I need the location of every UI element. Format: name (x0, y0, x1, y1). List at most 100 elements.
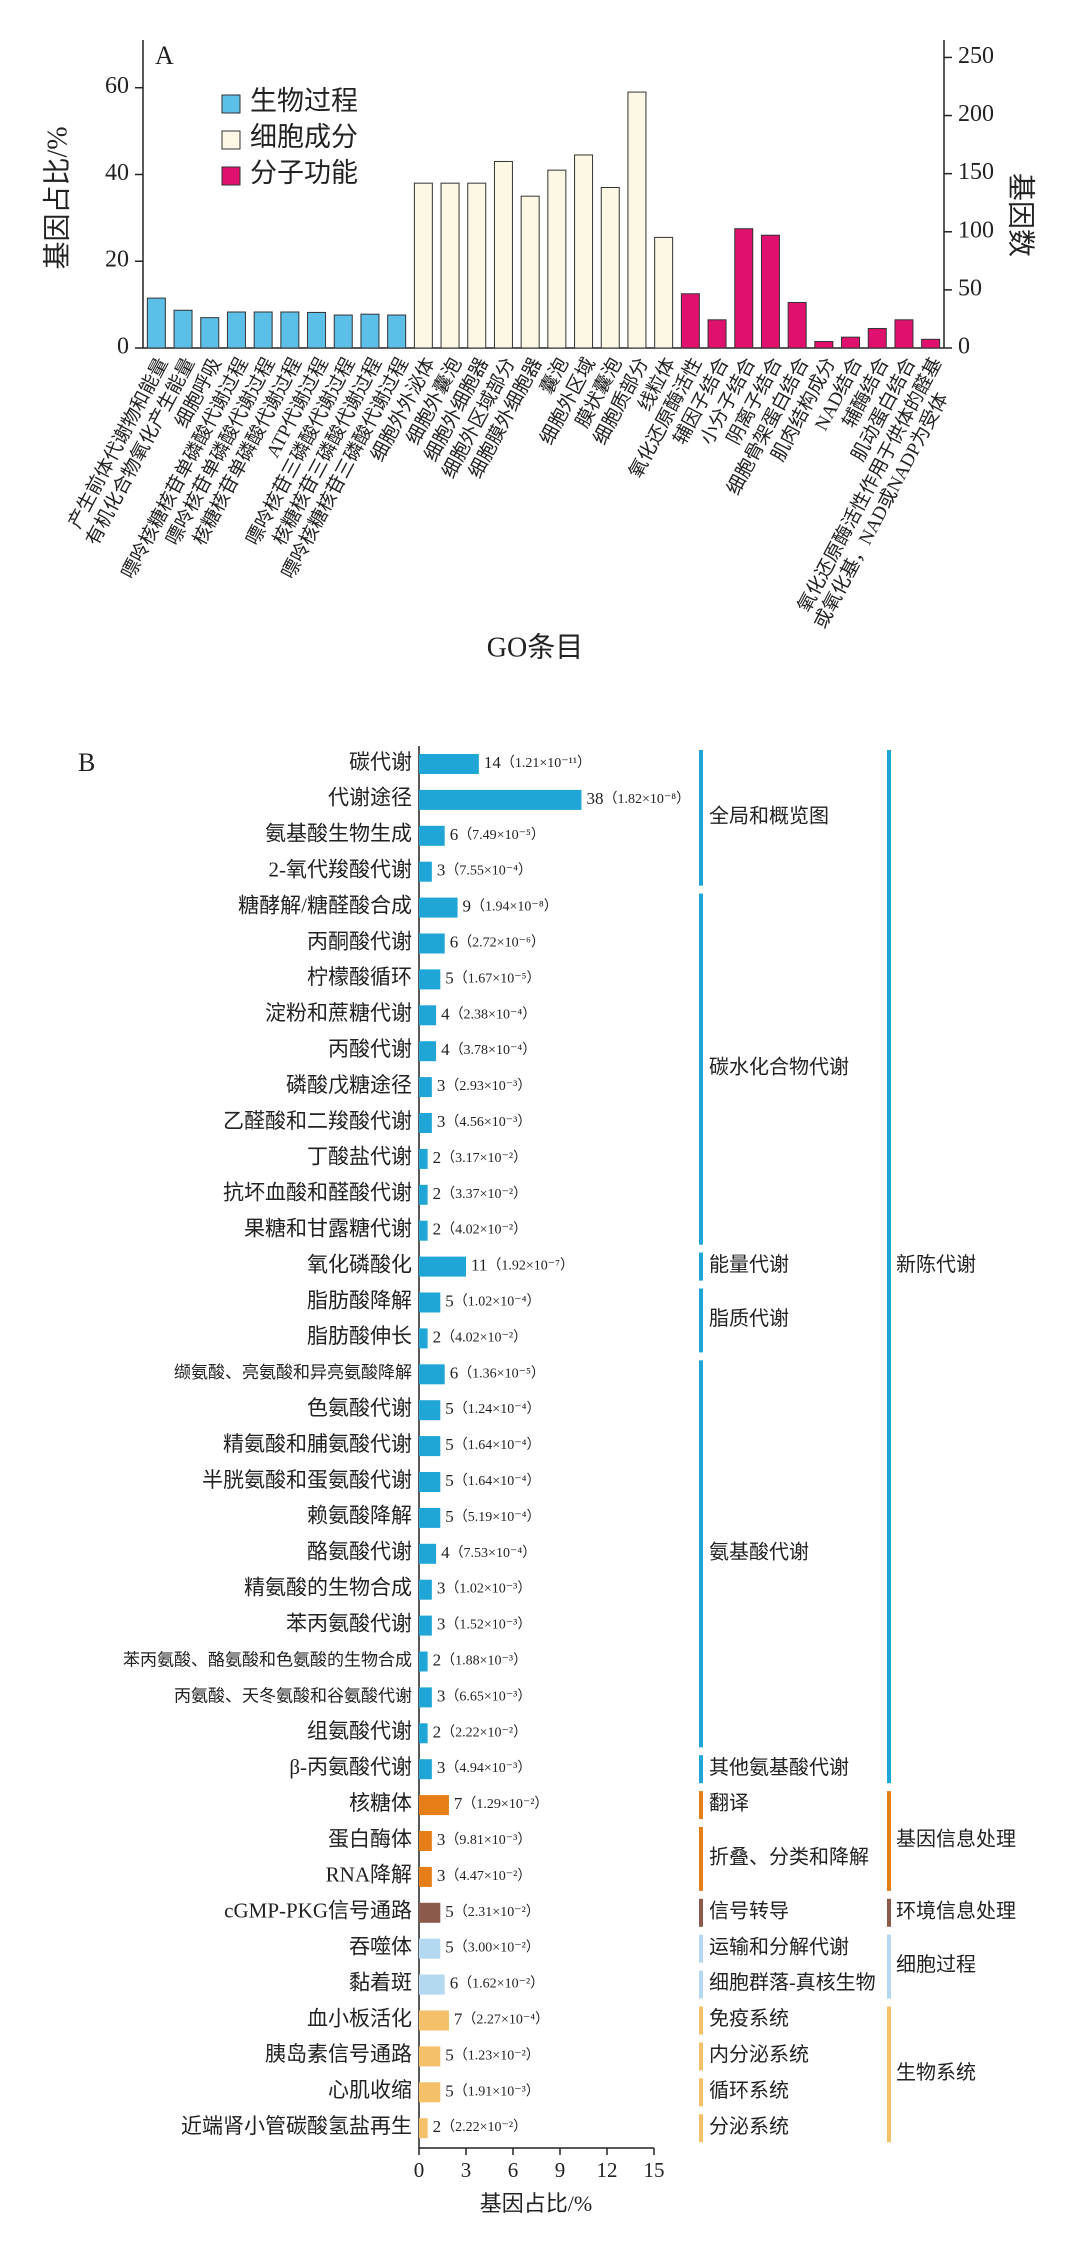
bar-annotation: 11（1.92×10⁻⁷） (471, 1256, 574, 1275)
legend-swatch (221, 94, 241, 114)
bar (419, 1041, 437, 1062)
bar-annotation: 3（1.52×10⁻³） (437, 1615, 531, 1634)
p-value: （4.56×10⁻³） (445, 1114, 531, 1130)
bar (333, 314, 353, 349)
bar (253, 311, 273, 349)
category-label: 苯丙氨酸代谢 (286, 1611, 412, 1635)
bar (419, 1400, 441, 1421)
category-label: 精氨酸和脯氨酸代谢 (223, 1432, 412, 1456)
subgroup-label: 信号转导 (709, 1899, 789, 1922)
category-label: 色氨酸代谢 (307, 1396, 412, 1420)
bar-annotation: 5（1.23×10⁻²） (445, 2045, 539, 2064)
category-label: 半胱氨酸和蛋氨酸代谢 (202, 1468, 412, 1492)
bar (419, 1005, 437, 1026)
x-tick-label: 12 (597, 2158, 618, 2182)
p-value: （1.02×10⁻³） (445, 1581, 531, 1597)
gene-count: 5 (445, 2081, 454, 2100)
bar (419, 2118, 428, 2139)
legend-swatch (221, 130, 241, 150)
bar (419, 1472, 441, 1492)
bar (440, 182, 460, 349)
category-label: 柠檬酸循环 (307, 965, 412, 989)
subgroup-bracket (699, 1755, 703, 1784)
category-label: 核糖体 (349, 1791, 412, 1815)
bar (419, 825, 445, 846)
subgroup-bracket (699, 1934, 703, 1963)
bar-annotation: 5（1.91×10⁻³） (445, 2081, 539, 2100)
gene-count: 9 (463, 897, 472, 916)
category-label: 近端肾小管碳酸氢盐再生 (181, 2114, 412, 2138)
bar (467, 182, 487, 349)
bar (654, 236, 674, 349)
subgroup-bracket (699, 2078, 703, 2107)
subgroup-label: 碳水化合物代谢 (709, 1056, 849, 1079)
bar-annotation: 7（2.27×10⁻⁴） (454, 2009, 549, 2028)
x-axis-title: 基因占比/% (480, 2191, 592, 2216)
gene-count: 5 (445, 1399, 454, 1418)
p-value: （2.38×10⁻⁴） (450, 1007, 537, 1023)
category-label: 苯丙氨酸、酪氨酸和色氨酸的生物合成 (123, 1650, 412, 1669)
subgroup-label: 氨基酸代谢 (709, 1540, 809, 1563)
category-label: 乙醛酸和二羧酸代谢 (223, 1109, 412, 1133)
bar (419, 754, 479, 774)
category-label: RNA降解 (326, 1863, 412, 1887)
legend-label: 细胞成分 (250, 122, 358, 152)
subgroup-label: 翻译 (709, 1792, 749, 1815)
category-label: 碳代谢 (349, 750, 412, 774)
bar-annotation: 5（3.00×10⁻²） (445, 1938, 539, 1957)
p-value: （1.67×10⁻⁵） (454, 971, 541, 987)
bar (419, 1831, 432, 1851)
category-label: 氧化磷酸化 (307, 1252, 412, 1276)
subgroup-label: 脂质代谢 (709, 1307, 789, 1330)
gene-count: 7 (454, 1794, 463, 1813)
gene-count: 4 (441, 1004, 450, 1023)
subgroup-bracket (699, 1252, 703, 1281)
bar-annotation: 6（1.36×10⁻⁵） (450, 1363, 545, 1382)
category-label: 赖氨酸降解 (307, 1504, 412, 1528)
subgroup-bracket (699, 2042, 703, 2071)
bar (547, 169, 567, 349)
category-label: 缬氨酸、亮氨酸和异亮氨酸降解 (174, 1363, 412, 1382)
category-label: 脂肪酸降解 (307, 1288, 412, 1312)
x-tick-label: 3 (461, 2158, 472, 2182)
subgroup-bracket (699, 1827, 703, 1891)
y-tick-label: 0 (117, 334, 129, 360)
bar-annotation: 9（1.94×10⁻⁸） (463, 897, 558, 916)
bar-annotation: 2（4.02×10⁻²） (433, 1220, 527, 1239)
group-label: 细胞过程 (896, 1953, 976, 1976)
category-label: 蛋白酶体 (328, 1827, 412, 1851)
bar (734, 228, 754, 349)
bar (419, 1723, 428, 1744)
bar (707, 319, 727, 349)
y2-tick-label: 100 (958, 217, 994, 243)
subgroup-label: 免疫系统 (709, 2007, 789, 2030)
bar-annotation: 4（3.78×10⁻⁴） (441, 1040, 536, 1059)
group-bracket (887, 2006, 891, 2143)
subgroup-bracket (699, 1791, 703, 1820)
legend-swatch (221, 166, 241, 186)
bar-annotation: 2（3.37×10⁻²） (433, 1184, 527, 1203)
group-bracket (887, 1934, 891, 1999)
panel-label: B (78, 748, 95, 777)
bar (419, 2046, 441, 2067)
bar-annotation: 3（2.93×10⁻³） (437, 1076, 531, 1095)
bar-annotation: 5（1.24×10⁻⁴） (445, 1399, 540, 1418)
p-value: （1.91×10⁻³） (454, 2084, 540, 2100)
category-label: 抗坏血酸和醛酸代谢 (223, 1181, 412, 1205)
bar (413, 182, 433, 349)
p-value: （6.65×10⁻³） (445, 1689, 531, 1705)
bar (419, 1507, 441, 1528)
gene-count: 14 (484, 753, 502, 772)
gene-count: 6 (450, 1363, 459, 1382)
bar (419, 861, 432, 882)
category-label: 脂肪酸伸长 (307, 1324, 412, 1348)
p-value: （7.55×10⁻⁴） (445, 863, 532, 879)
p-value: （2.93×10⁻³） (445, 1078, 531, 1094)
bar (146, 297, 166, 349)
y-tick-label: 60 (105, 73, 129, 99)
bar (841, 336, 861, 349)
bar (419, 1113, 432, 1133)
bar (280, 311, 300, 349)
bar (520, 195, 540, 349)
subgroup-label: 全局和概览图 (709, 804, 829, 827)
